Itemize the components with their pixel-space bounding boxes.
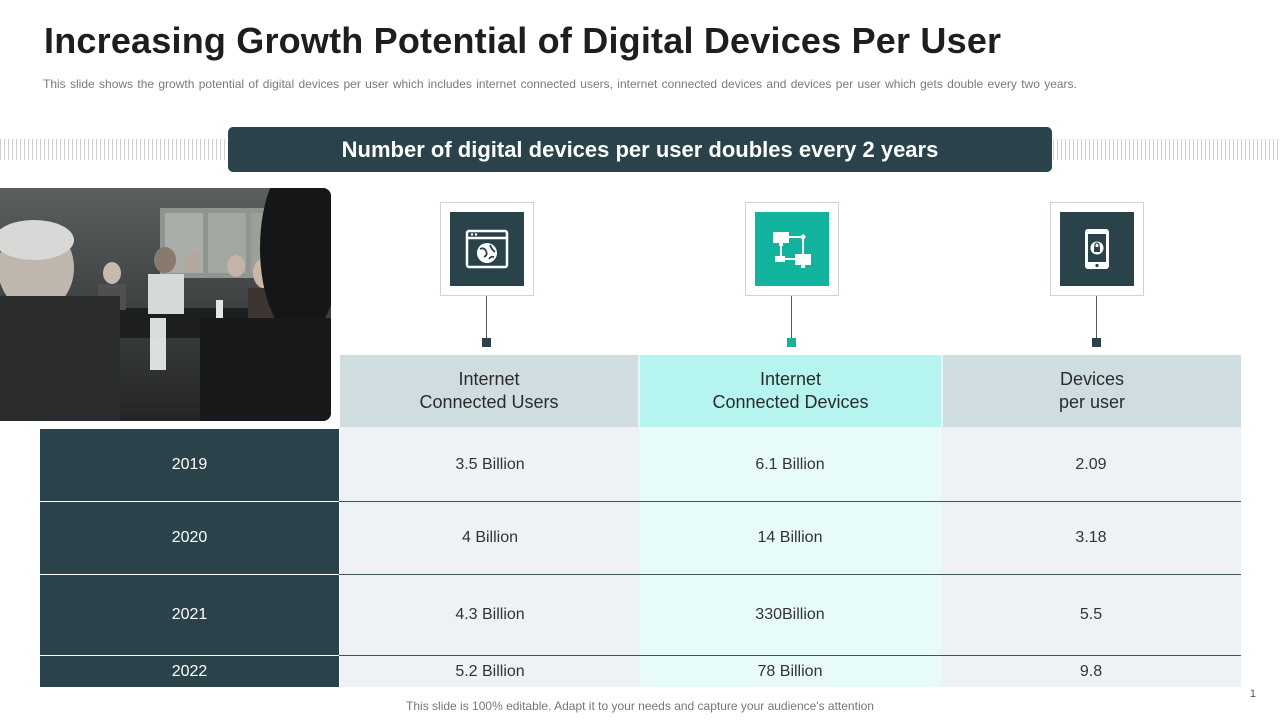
icon-tile-users (450, 212, 524, 286)
column-header-users: Internet Connected Users (340, 355, 638, 427)
row-divider (339, 501, 1241, 502)
cell-users-2021: 4.3 Billion (455, 606, 525, 623)
icon-tile-per-user (1060, 212, 1134, 286)
page-number: 1 (1249, 688, 1256, 700)
cell-devices-2022: 78 Billion (757, 662, 823, 680)
cell-per-user-2019: 2.09 (1075, 456, 1107, 473)
cell-per-user-2020: 3.18 (1075, 529, 1107, 546)
column-header-per-user: Devices per user (943, 355, 1241, 427)
connector-dot-users (482, 338, 491, 347)
cell-per-user-2022: 9.8 (1079, 662, 1103, 680)
slide-title: Increasing Growth Potential of Digital D… (44, 20, 1002, 61)
connector-dot-per-user (1092, 338, 1101, 347)
column-header-line2: Connected Users (419, 392, 559, 412)
column-header-line2: Connected Devices (712, 392, 869, 412)
decorative-stripe-right (1053, 139, 1280, 160)
icon-card-devices (745, 202, 839, 296)
row-divider (339, 655, 1241, 656)
cell-users-2022: 5.2 Billion (455, 662, 525, 680)
cell-users-2020: 4 Billion (461, 529, 519, 546)
column-header-line2: per user (1058, 392, 1126, 412)
cell-per-user-2021: 5.5 (1079, 606, 1103, 623)
column-header-line1: Internet (458, 369, 520, 389)
year-cell-2021: 2021 (40, 575, 339, 655)
year-cell-2019: 2019 (40, 429, 339, 501)
icon-tile-devices (755, 212, 829, 286)
cell-devices-2020: 14 Billion (757, 529, 823, 546)
column-header-line1: Devices (1059, 369, 1125, 389)
connector-line-users (486, 296, 487, 338)
year-cell-2020: 2020 (40, 502, 339, 574)
slide-subtitle: This slide shows the growth potential of… (43, 77, 1077, 91)
browser-globe-icon (465, 229, 509, 269)
column-header-line1: Internet (759, 369, 822, 389)
mobile-lock-icon (1085, 229, 1109, 269)
connector-dot-devices (787, 338, 796, 347)
slide-footer: This slide is 100% editable. Adapt it to… (406, 699, 874, 713)
connector-line-per-user (1096, 296, 1097, 338)
icon-card-per-user (1050, 202, 1144, 296)
cell-devices-2021: 330Billion (755, 606, 825, 623)
cell-devices-2019: 6.1 Billion (755, 456, 825, 473)
meeting-photo (0, 188, 331, 421)
headline-banner: Number of digital devices per user doubl… (228, 127, 1052, 172)
year-cell-2022: 2022 (40, 656, 339, 687)
icon-card-users (440, 202, 534, 296)
connected-devices-icon (773, 232, 811, 268)
connector-line-devices (791, 296, 792, 338)
decorative-stripe-left (0, 139, 230, 160)
column-header-devices: Internet Connected Devices (640, 355, 941, 427)
cell-users-2019: 3.5 Billion (455, 456, 525, 473)
meeting-photo-illustration (0, 188, 331, 421)
row-divider (339, 574, 1241, 575)
